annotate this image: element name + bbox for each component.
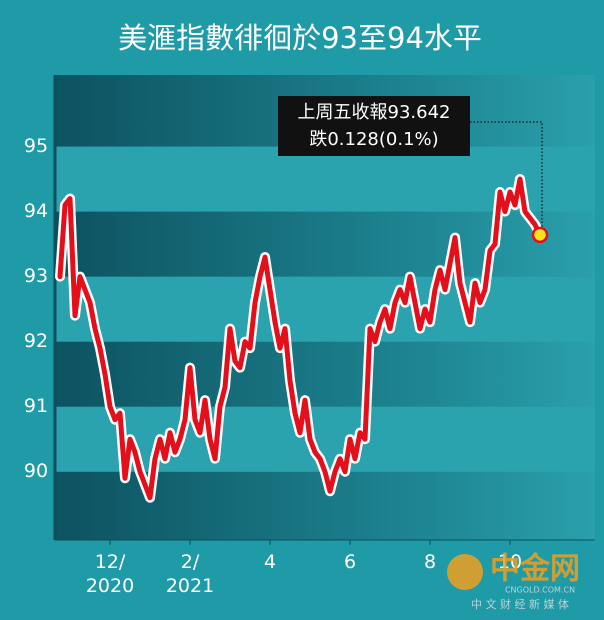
y-tick-label: 91 <box>24 395 48 417</box>
grid-band <box>55 341 595 407</box>
watermark: 中金网 <box>490 552 580 587</box>
grid-band <box>55 211 595 277</box>
line <box>57 176 543 501</box>
chart-title: 美滙指數徘徊於93至94水平 <box>118 21 482 55</box>
watermark: 中 文 财 经 新 媒 体 <box>471 597 569 611</box>
x-tick-label: 4 <box>264 551 276 573</box>
x-tick-label: 2/2021 <box>166 551 214 597</box>
annotation-box <box>278 96 470 156</box>
grid-band <box>55 276 595 342</box>
y-tick-label: 95 <box>24 135 48 157</box>
y-tick-label: 93 <box>24 265 48 287</box>
annotation-text: 跌0.128(0.1%) <box>309 129 438 150</box>
annotation-text: 上周五收報93.642 <box>298 102 451 123</box>
x-tick-label: 10 <box>498 551 522 573</box>
watermark: CNGOLD.COM.CN <box>505 586 575 595</box>
y-tick-label: 92 <box>24 330 48 352</box>
watermark-logo <box>447 554 483 590</box>
y-tick-label: 90 <box>24 460 48 482</box>
x-tick-label: 8 <box>424 551 436 573</box>
x-tick-label: 6 <box>344 551 356 573</box>
x-tick-label: 12/2020 <box>86 551 134 597</box>
last-point <box>531 226 549 244</box>
y-tick-label: 94 <box>24 200 48 222</box>
